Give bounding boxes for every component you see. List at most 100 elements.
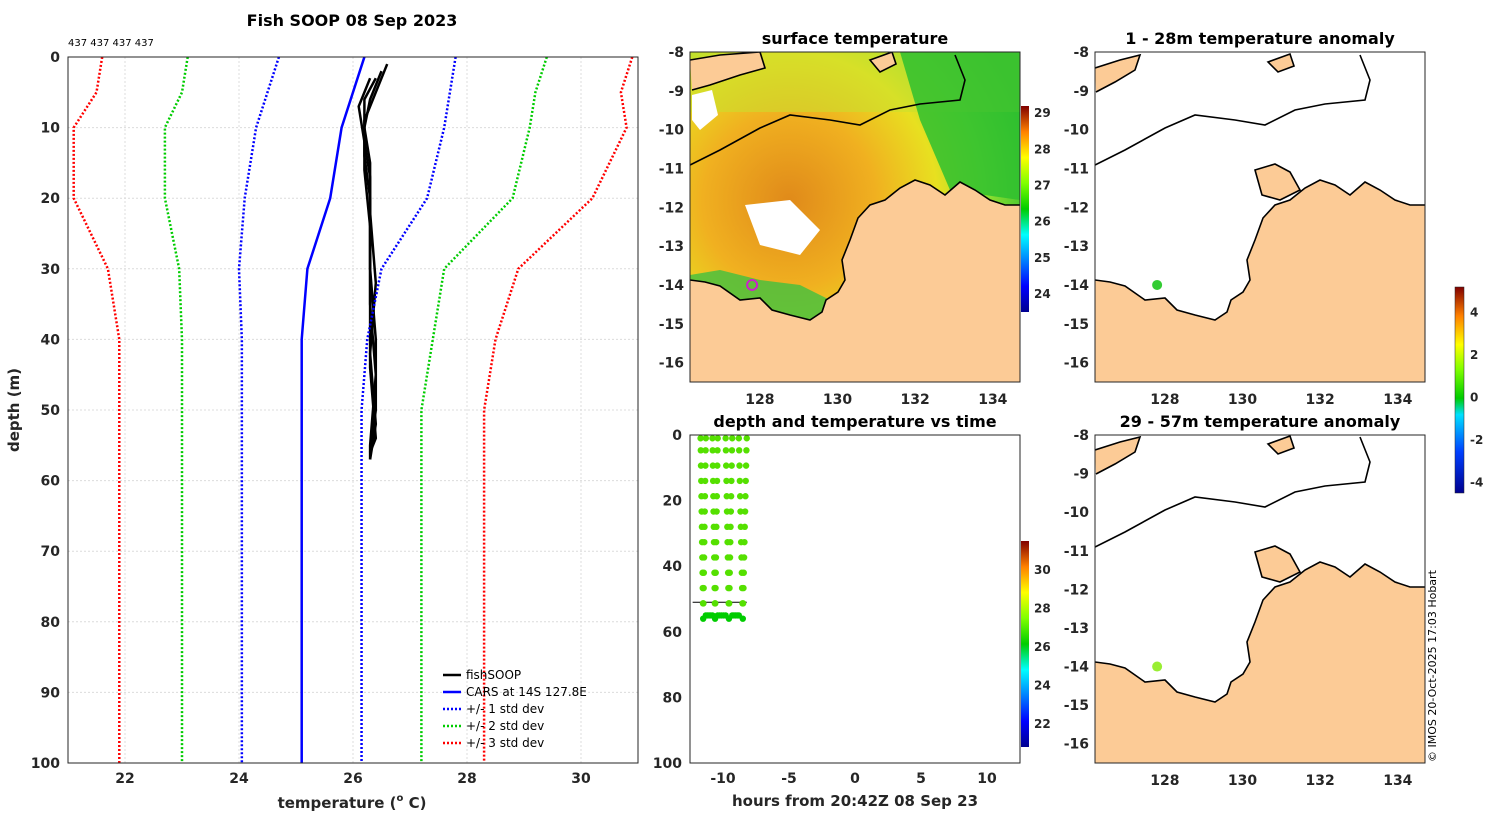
island-melville-coast [1254, 545, 1302, 583]
island-north-west [1095, 55, 1140, 92]
timeseries-point [727, 523, 734, 531]
std3-right-line [482, 56, 634, 763]
timeseries-point [714, 435, 721, 442]
timeseries-point [713, 493, 721, 500]
coastline [690, 179, 1020, 321]
anom1-ytick-label: -13 [1064, 239, 1089, 255]
anom2-xtick-label: 128 [1150, 773, 1179, 789]
anomaly-colorbar-ticks: -4 -2 0 2 4 [1470, 305, 1483, 489]
timeseries-ytick-label: 20 [663, 494, 683, 510]
profile-xtick-label: 26 [343, 771, 362, 787]
profile-ytick-label: 70 [41, 544, 61, 560]
anomaly-colorbar-tick-label: -4 [1470, 475, 1483, 489]
anom1-ytick-label: -11 [1064, 161, 1089, 177]
surface-ytick-label: -9 [668, 84, 684, 100]
surface-xtick-label: 132 [901, 392, 930, 408]
timeseries-point [726, 584, 733, 592]
island-north-east-coast [1266, 52, 1296, 73]
anom2-ytick-label: -10 [1064, 505, 1090, 521]
timeseries-point [700, 600, 707, 607]
profile-axes-frame [67, 56, 639, 764]
timeseries-point [702, 447, 709, 454]
timeseries-axes-frame [689, 434, 1021, 764]
surface-colorbar-tick-label: 29 [1034, 106, 1051, 120]
anomaly-colorbar-tick-label: 0 [1470, 390, 1478, 404]
surface-colorbar-tick-label: 26 [1034, 215, 1051, 229]
std1-right-line [360, 56, 457, 763]
timeseries-colorbar-tick-label: 26 [1034, 640, 1051, 654]
timeseries-point [713, 477, 721, 485]
surface-map-area [690, 52, 1020, 382]
timeseries-point [709, 462, 717, 469]
anom2-xtick-label: 134 [1383, 773, 1412, 789]
timeseries-xlabel: hours from 20:42Z 08 Sep 23 [732, 792, 978, 810]
anom2-ytick-label: -16 [1064, 737, 1089, 753]
anom1-axes-frame [1094, 51, 1426, 383]
std3-left-line [72, 56, 121, 763]
anomaly-colorbar-tick-label: -2 [1470, 433, 1483, 447]
profile-ytick-label: 0 [50, 50, 60, 66]
anom2-map-area [1095, 435, 1425, 763]
surface-ticks: 128 130 132 134 -8 -9 -10 -11 -12 -13 -14 -15 -16 [659, 45, 1008, 408]
anom2-axes-frame [1094, 434, 1426, 764]
surface-colorbar-tick-label: 27 [1034, 179, 1051, 193]
timeseries-point [729, 435, 736, 442]
timeseries-ytick-label: 60 [663, 625, 683, 641]
timeseries-point [741, 538, 748, 546]
timeseries-point [702, 435, 710, 442]
surface-colorbar-tick-label: 28 [1034, 142, 1051, 156]
anomaly-colorbar-tick-label: 4 [1470, 305, 1478, 319]
timeseries-point [714, 462, 721, 469]
profile-xtick-label: 22 [115, 771, 134, 787]
land-mass [1095, 180, 1425, 382]
anom1-ytick-label: -9 [1073, 84, 1089, 100]
timeseries-point [697, 447, 704, 454]
bathymetry-contour [690, 54, 966, 166]
surface-ytick-label: -14 [659, 278, 685, 294]
timeseries-point [726, 569, 733, 576]
anom2-cast-marker [1152, 661, 1163, 672]
timeseries-point [701, 493, 709, 500]
surface-cast-marker [746, 278, 759, 291]
surface-ytick-label: -8 [668, 45, 684, 61]
island-north-west-coast [1095, 53, 1142, 93]
surface-ytick-label: -10 [659, 123, 685, 139]
anomaly-colorbar [1454, 286, 1465, 494]
sst-cloud-gap [745, 200, 820, 255]
anom2-ticks: 128 130 132 134 -8 -9 -10 -11 -12 -13 -14 -15 -16 [1064, 428, 1413, 789]
land-mass [690, 180, 1020, 382]
timeseries-xtick-label: 10 [977, 771, 997, 787]
timeseries-point [740, 584, 747, 592]
profile-ytick-label: 80 [41, 615, 61, 631]
profile-ytick-label: 20 [41, 191, 61, 207]
surface-xtick-label: 128 [745, 392, 774, 408]
timeseries-point [697, 435, 704, 442]
profile-ytick-label: 30 [41, 262, 61, 278]
island-north-east-coast [868, 52, 897, 73]
timeseries-point [743, 447, 750, 454]
timeseries-point [727, 493, 735, 500]
timeseries-point [742, 462, 750, 469]
timeseries-colorbar-tick-label: 24 [1034, 678, 1051, 692]
timeseries-point [740, 569, 747, 576]
surface-xtick-label: 130 [823, 392, 852, 408]
anom2-ytick-label: -15 [1064, 698, 1089, 714]
timeseries-point [726, 554, 734, 561]
surface-xtick-label: 134 [978, 392, 1007, 408]
profile-annotation: 437 437 437 437 [68, 38, 154, 49]
timeseries-point [712, 584, 719, 592]
anom2-ytick-label: -14 [1064, 660, 1090, 676]
timeseries-point [722, 462, 730, 469]
anomaly-map-shallow: 1 - 28m temperature anomaly 128 130 132 134… [1064, 29, 1426, 408]
cars-line [300, 56, 366, 763]
timeseries-colorbar-tick-label: 30 [1034, 563, 1051, 577]
anom1-cast-marker [1152, 279, 1163, 290]
surface-map: surface temperature 128 130 132 134 -8 -9 -10 -… [659, 29, 1051, 408]
anomaly-colorbar-tick-label: 2 [1470, 348, 1478, 362]
timeseries-point [713, 523, 720, 531]
timeseries-ytick-label: 80 [663, 690, 683, 706]
timeseries-point [722, 447, 730, 454]
land-mass [1095, 562, 1425, 763]
anom1-ytick-label: -14 [1064, 278, 1090, 294]
